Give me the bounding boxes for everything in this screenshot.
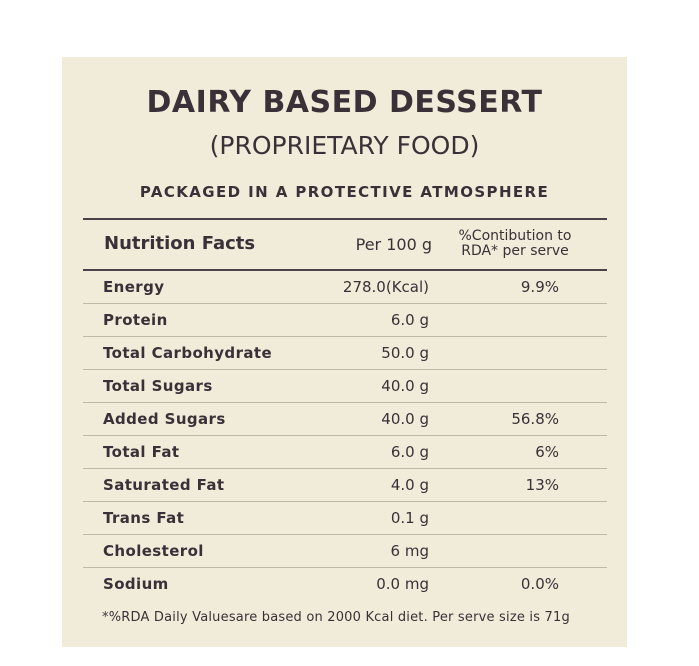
nutrient-name: Total Fat xyxy=(103,443,180,461)
nutrient-name: Sodium xyxy=(103,575,169,593)
nutrition-rows: Energy 278.0(Kcal) 9.9% Protein 6.0 g Total C… xyxy=(83,271,607,600)
table-row: Total Carbohydrate 50.0 g xyxy=(83,337,607,370)
nutrient-value: 4.0 g xyxy=(390,476,429,494)
nutrient-value: 50.0 g xyxy=(381,344,429,362)
nutrient-name: Cholesterol xyxy=(103,542,204,560)
nutrient-name: Energy xyxy=(103,278,165,296)
nutrient-name: Protein xyxy=(103,311,168,329)
nutrient-rda: 6% xyxy=(535,443,559,461)
header-nutrition-facts: Nutrition Facts xyxy=(104,233,256,254)
table-row: Energy 278.0(Kcal) 9.9% xyxy=(83,271,607,304)
nutrient-value: 40.0 g xyxy=(381,377,429,395)
table-row: Total Sugars 40.0 g xyxy=(83,370,607,403)
nutrient-value: 0.1 g xyxy=(390,509,429,527)
nutrient-rda: 0.0% xyxy=(520,575,559,593)
nutrient-value: 40.0 g xyxy=(381,410,429,428)
nutrient-name: Added Sugars xyxy=(103,410,226,428)
nutrition-table-header: Nutrition Facts Per 100 g %Contibution t… xyxy=(83,220,607,271)
header-rda-line1: %Contibution to xyxy=(458,228,572,244)
nutrient-rda: 13% xyxy=(525,476,559,494)
table-row: Saturated Fat 4.0 g 13% xyxy=(83,469,607,502)
nutrient-name: Total Carbohydrate xyxy=(103,344,273,362)
header-rda-contribution: %Contibution to RDA* per serve xyxy=(445,229,585,259)
packaging-tagline: PACKAGED IN A PROTECTIVE ATMOSPHERE xyxy=(139,183,550,201)
nutrient-value: 6.0 g xyxy=(390,443,429,461)
product-subtitle: (PROPRIETARY FOOD) xyxy=(209,131,480,160)
table-row: Sodium 0.0 mg 0.0% xyxy=(83,568,607,600)
footnote: *%RDA Daily Valuesare based on 2000 Kcal… xyxy=(102,610,570,625)
header-per-100g: Per 100 g xyxy=(355,235,432,254)
nutrient-value: 278.0(Kcal) xyxy=(342,278,429,296)
nutrient-value: 0.0 mg xyxy=(376,575,429,593)
table-row: Total Fat 6.0 g 6% xyxy=(83,436,607,469)
nutrient-value: 6 mg xyxy=(390,542,429,560)
nutrition-label-panel: DAIRY BASED DESSERT (PROPRIETARY FOOD) P… xyxy=(62,57,627,647)
header-rda-line2: RDA* per serve xyxy=(461,243,569,259)
nutrient-name: Saturated Fat xyxy=(103,476,225,494)
nutrient-name: Total Sugars xyxy=(103,377,213,395)
product-title: DAIRY BASED DESSERT xyxy=(146,85,543,120)
nutrient-name: Trans Fat xyxy=(103,509,185,527)
nutrient-rda: 9.9% xyxy=(520,278,559,296)
nutrient-value: 6.0 g xyxy=(390,311,429,329)
table-row: Added Sugars 40.0 g 56.8% xyxy=(83,403,607,436)
table-row: Trans Fat 0.1 g xyxy=(83,502,607,535)
table-row: Cholesterol 6 mg xyxy=(83,535,607,568)
nutrient-rda: 56.8% xyxy=(511,410,559,428)
table-row: Protein 6.0 g xyxy=(83,304,607,337)
nutrition-table: Nutrition Facts Per 100 g %Contibution t… xyxy=(83,218,607,600)
